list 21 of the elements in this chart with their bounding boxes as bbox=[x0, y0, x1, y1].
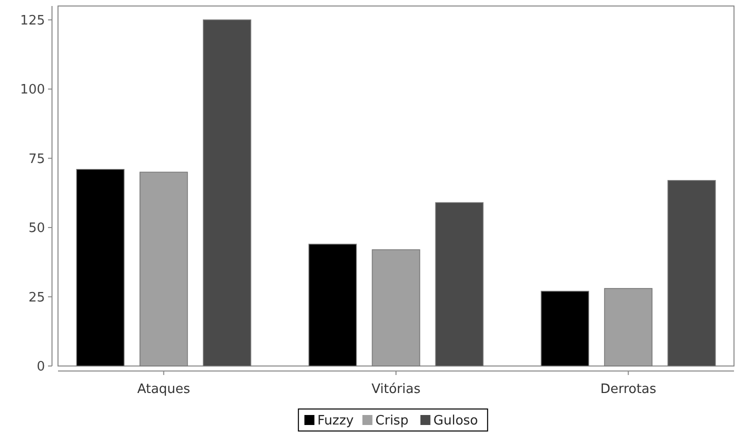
legend-label: Guloso bbox=[433, 414, 478, 429]
bar bbox=[604, 288, 652, 366]
legend-label: Crisp bbox=[375, 414, 408, 429]
bar bbox=[140, 172, 188, 366]
y-tick-label: 25 bbox=[28, 290, 45, 306]
x-tick-label: Vitórias bbox=[372, 382, 421, 397]
y-tick-label: 75 bbox=[28, 152, 45, 167]
bar bbox=[372, 249, 420, 366]
y-tick-label: 125 bbox=[20, 13, 45, 28]
x-tick-label: Derrotas bbox=[600, 382, 657, 397]
bar bbox=[308, 244, 357, 366]
legend-label: Fuzzy bbox=[317, 414, 354, 429]
y-tick-label: 50 bbox=[28, 221, 45, 236]
bar bbox=[202, 19, 252, 366]
y-tick-label: 100 bbox=[20, 82, 45, 98]
x-tick-label: Ataques bbox=[137, 382, 190, 397]
bar bbox=[76, 168, 124, 366]
y-tick-label: 0 bbox=[36, 360, 45, 375]
bar bbox=[540, 290, 590, 366]
bar bbox=[435, 202, 484, 366]
bar bbox=[668, 180, 716, 366]
